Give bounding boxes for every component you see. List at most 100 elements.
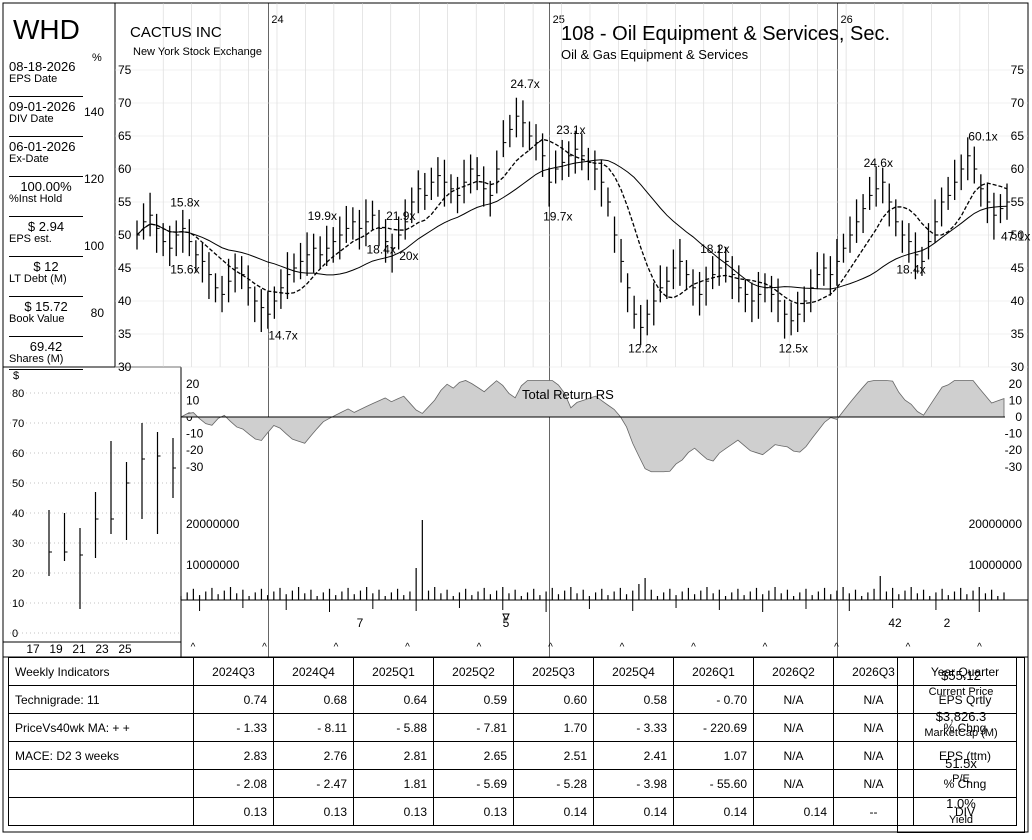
quarter-caret-marker: ^	[906, 642, 911, 653]
price-axis-label-right: 70	[1011, 96, 1025, 110]
table-cell: --	[833, 797, 914, 826]
price-axis-label-left: 50	[118, 228, 132, 242]
current-price: $55.12	[941, 668, 981, 683]
table-cell: - 220.69	[673, 713, 754, 742]
longterm-y-label: 60	[12, 448, 24, 460]
rs-axis-label-right: 20	[1009, 377, 1023, 391]
dollar-axis-symbol: $	[13, 370, 20, 382]
ma-40-week-line	[136, 159, 1008, 290]
price-axis-label-left: 30	[118, 360, 132, 374]
pe-annotation: 20x	[399, 249, 418, 263]
sidebar-fact-value: 09-01-2026	[9, 99, 76, 114]
rs-axis-label-right: 10	[1009, 393, 1023, 407]
table-cell: 2.76	[273, 741, 354, 770]
sidebar-fact-value: 08-18-2026	[9, 59, 76, 74]
table-cell: - 8.11	[273, 713, 354, 742]
table-cell: 0.14	[513, 797, 594, 826]
quarter-caret-marker: ^	[477, 642, 482, 653]
longterm-x-label: 19	[49, 642, 63, 656]
price-axis-label-left: 45	[118, 261, 132, 275]
table-cell: EPS (ttm)	[913, 741, 1017, 770]
quarter-caret-marker: ^	[262, 642, 267, 653]
pe-annotation: 12.2x	[628, 342, 657, 356]
price-axis-label-right: 40	[1011, 294, 1025, 308]
sidebar-fact-value: $ 2.94	[27, 219, 65, 234]
quarter-caret-marker: ^	[691, 642, 696, 653]
market-cap: $3,826.3	[935, 709, 987, 724]
table-cell: PriceVs40wk MA: + +	[8, 713, 194, 742]
table-cell: 0.14	[593, 797, 674, 826]
table-cell: 1.70	[513, 713, 594, 742]
pe-ratio: 51.5x	[945, 756, 977, 771]
table-cell: - 3.33	[593, 713, 674, 742]
quarter-caret-marker: ^	[334, 642, 339, 653]
sidebar-fact-label: Shares (M)	[9, 353, 64, 365]
price-axis-label-left: 65	[118, 129, 132, 143]
table-cell: 2.41	[593, 741, 674, 770]
industry-group: 108 - Oil Equipment & Services, Sec.	[561, 23, 891, 45]
dividend-yield: 1.0%	[946, 796, 976, 811]
table-cell: - 0.70	[673, 685, 754, 714]
pe-annotation: 12.5x	[779, 342, 808, 356]
sidebar-fact: 100.00% %Inst Hold	[9, 178, 83, 217]
quarter-caret-marker: ^	[763, 642, 768, 653]
table-cell: % Chng	[913, 769, 1017, 798]
table-cell: - 5.69	[433, 769, 514, 798]
price-axis-label-right: 50	[1011, 228, 1025, 242]
market-cap-label: MarketCap (M)	[924, 727, 998, 739]
longterm-x-label: 21	[72, 642, 86, 656]
rs-axis-label-left: -20	[186, 443, 204, 457]
table-cell: N/A	[753, 769, 834, 798]
quarter-caret-marker: ^	[834, 642, 839, 653]
price-axis-label-left: 55	[118, 195, 132, 209]
table-cell: - 3.98	[593, 769, 674, 798]
table-cell: Technigrade: 11	[8, 685, 194, 714]
pe-annotation: 18.2x	[700, 242, 729, 256]
table-cell: 0.14	[673, 797, 754, 826]
table-row: PriceVs40wk MA: + + - 1.33- 8.11- 5.88- 7…	[8, 713, 1017, 742]
pe-annotation: 47.1x	[1001, 229, 1030, 243]
table-header-cell: 2025Q3	[513, 657, 594, 686]
pe-annotation: 18.4x	[896, 262, 925, 276]
year-label: 24	[271, 14, 283, 26]
table-row: - 2.08- 2.47 1.81- 5.69- 5.28- 3.98- 55.6…	[8, 769, 1017, 798]
weekly-indicators-table: Weekly Indicators 2024Q3 2024Q4 2025Q1 2025Q…	[8, 657, 1017, 826]
table-cell: - 5.88	[353, 713, 434, 742]
volume-marker-label: 5	[503, 616, 510, 630]
sidebar-fact-value: 100.00%	[20, 179, 72, 194]
sidebar-fact-label: Book Value	[9, 313, 65, 325]
ticker-symbol: WHD	[13, 14, 80, 45]
sidebar-fact-label: LT Debt (M)	[9, 273, 67, 285]
rs-axis-label-right: -30	[1005, 460, 1023, 474]
quarter-caret-marker: ^	[548, 642, 553, 653]
pe-annotation: 60.1x	[968, 130, 997, 144]
volume-marker-label: 42	[888, 616, 902, 630]
table-cell: EPS Qrtly	[913, 685, 1017, 714]
longterm-y-label: 70	[12, 418, 24, 430]
table-cell: N/A	[753, 685, 834, 714]
longterm-x-label: 23	[95, 642, 109, 656]
longterm-y-label: 30	[12, 538, 24, 550]
rs-area	[180, 380, 1005, 473]
pe-ratio-label: P/E	[952, 773, 970, 785]
rs-axis-label-left: 10	[186, 393, 200, 407]
year-label: 25	[553, 14, 565, 26]
price-axis-label-right: 35	[1011, 327, 1025, 341]
table-cell: 1.07	[673, 741, 754, 770]
table-row: MACE: D2 3 weeks 2.83 2.76 2.81 2.65 2.51 2.41…	[8, 741, 1017, 770]
table-cell: N/A	[833, 741, 914, 770]
rs-axis-label-left: 20	[186, 377, 200, 391]
table-cell: 0.68	[273, 685, 354, 714]
price-axis-label-right: 60	[1011, 162, 1025, 176]
table-header-cell: 2025Q2	[433, 657, 514, 686]
pe-annotation: 19.7x	[543, 210, 572, 224]
company-name: CACTUS INC	[130, 24, 222, 41]
longterm-x-label: 17	[26, 642, 40, 656]
table-cell: N/A	[753, 713, 834, 742]
table-cell: - 2.47	[273, 769, 354, 798]
longterm-y-label: 80	[12, 388, 24, 400]
volume-marker-label: 2	[944, 616, 951, 630]
quarter-caret-marker: ^	[405, 642, 410, 653]
table-cell: 0.64	[353, 685, 434, 714]
table-header-cell: 2025Q4	[593, 657, 674, 686]
